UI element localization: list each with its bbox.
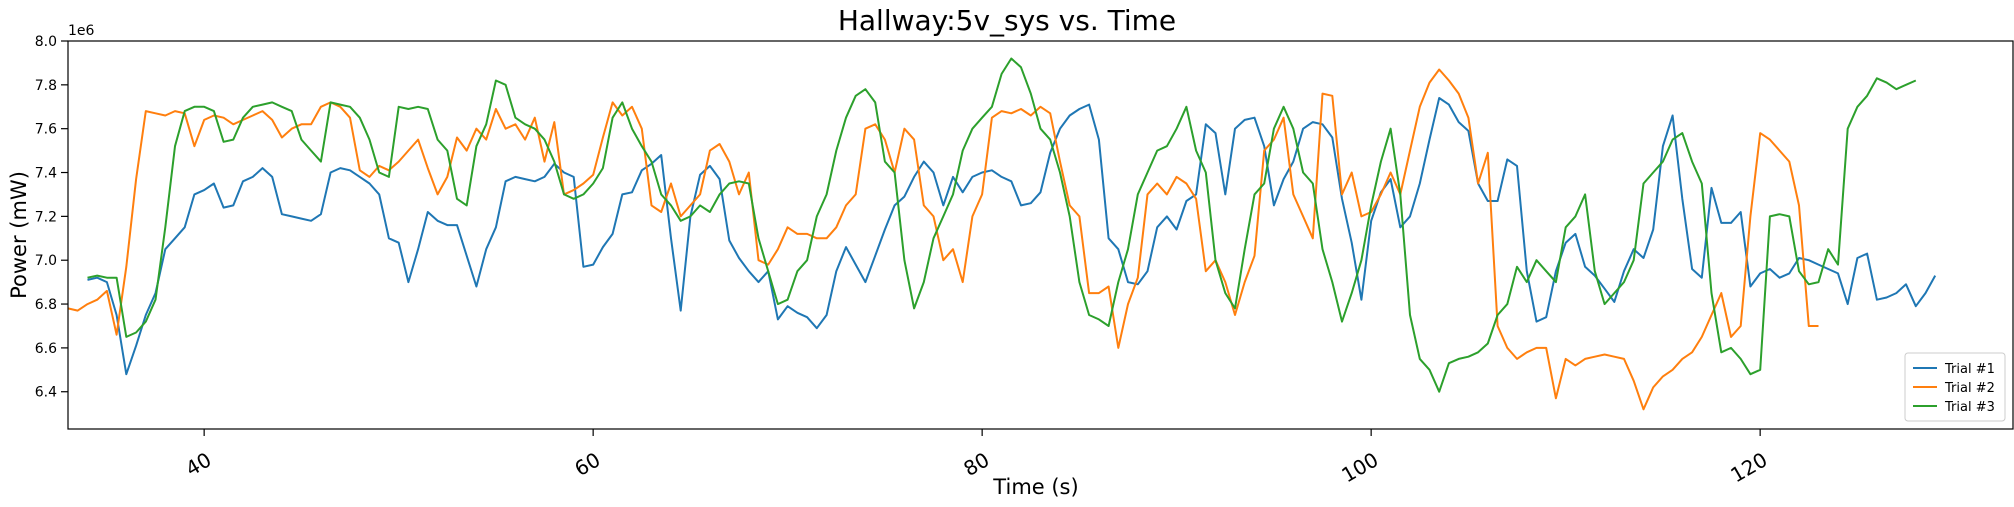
y-tick-label: 7.8	[35, 78, 57, 94]
y-tick-label: 6.6	[35, 341, 57, 357]
legend: Trial #1 Trial #2 Trial #3	[1904, 352, 2006, 422]
y-axis: 6.4 6.6 6.8 7.0 7.2 7.4 7.6 7.8 8.0	[35, 34, 68, 401]
y-tick-label: 7.4	[35, 166, 57, 182]
legend-label: Trial #1	[1944, 362, 1995, 377]
y-tick-label: 8.0	[35, 34, 57, 50]
x-axis: 40 60 80 100 120	[181, 429, 1771, 487]
x-tick-label: 60	[570, 447, 604, 481]
legend-label: Trial #2	[1944, 381, 1995, 396]
series-line-trial-1	[87, 97, 1937, 376]
y-tick-label: 6.8	[35, 297, 57, 313]
y-tick-label: 7.6	[35, 122, 57, 138]
x-tick-label: 100	[1337, 447, 1382, 487]
legend-box	[1904, 352, 2006, 422]
x-tick-label: 80	[959, 447, 993, 481]
y-tick-label: 6.4	[35, 385, 57, 401]
x-tick-label: 40	[181, 447, 215, 481]
y-axis-label: Power (mW)	[7, 171, 31, 299]
chart-title: Hallway:5v_sys vs. Time	[838, 4, 1176, 37]
series-line-trial-3	[87, 57, 1917, 393]
x-tick-label: 120	[1726, 447, 1771, 487]
y-tick-label: 7.2	[35, 209, 57, 225]
x-axis-label: Time (s)	[992, 475, 1078, 499]
series-line-trial-2	[67, 68, 1819, 411]
plot-lines	[67, 57, 1937, 411]
plot-frame	[67, 40, 2014, 430]
y-tick-label: 7.0	[35, 253, 57, 269]
legend-label: Trial #3	[1944, 400, 1995, 415]
y-scale-label: 1e6	[68, 23, 95, 39]
